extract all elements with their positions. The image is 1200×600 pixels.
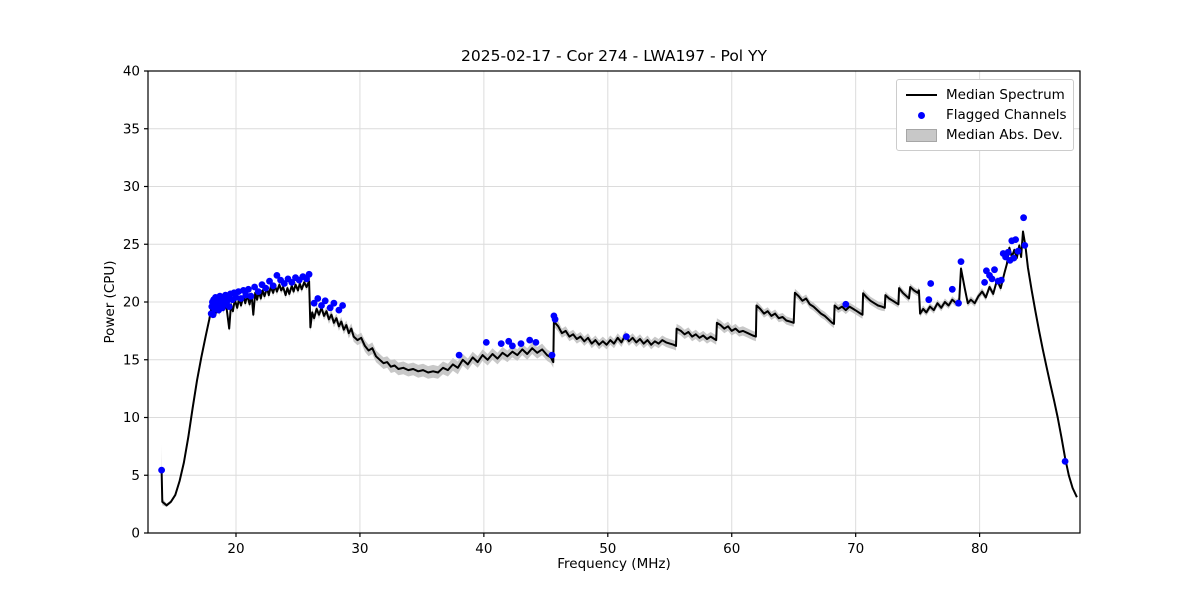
y-tick-label: 40 [123, 64, 140, 80]
flagged-channels-marker-icon [906, 111, 937, 119]
y-tick-label: 15 [123, 352, 140, 368]
y-tick-label: 20 [123, 295, 140, 311]
legend-label-flagged-channels: Flagged Channels [946, 107, 1067, 123]
y-tick-label: 30 [123, 179, 140, 195]
flagged-channel-points [158, 214, 1069, 474]
x-tick-label: 50 [599, 541, 616, 557]
y-ticks: 0 5 10 15 20 25 30 35 40 [123, 64, 148, 542]
y-tick-label: 25 [123, 237, 140, 253]
mad-band [161, 229, 1077, 507]
x-tick-label: 20 [227, 541, 244, 557]
y-axis-label: Power (CPU) [102, 260, 118, 344]
y-tick-label: 35 [123, 121, 140, 137]
legend-item-median-abs-dev: Median Abs. Dev. [906, 126, 1065, 144]
legend-label-median-abs-dev: Median Abs. Dev. [946, 127, 1063, 143]
y-tick-label: 5 [131, 468, 140, 484]
median-spectrum-line-icon [906, 94, 937, 96]
median-spectrum-line [160, 230, 1078, 507]
x-tick-label: 40 [475, 541, 492, 557]
median-abs-dev-patch-icon [906, 128, 937, 142]
legend-item-median-spectrum: Median Spectrum [906, 86, 1065, 104]
x-tick-label: 60 [723, 541, 740, 557]
y-tick-label: 10 [123, 410, 140, 426]
x-tick-label: 80 [971, 541, 988, 557]
grid-lines [148, 70, 1080, 534]
x-tick-label: 30 [351, 541, 368, 557]
legend: Median Spectrum Flagged Channels Median … [896, 79, 1074, 151]
x-tick-label: 70 [847, 541, 864, 557]
legend-label-median-spectrum: Median Spectrum [946, 87, 1065, 103]
y-tick-label: 0 [131, 526, 140, 542]
x-axis-label: Frequency (MHz) [557, 556, 671, 572]
chart-title: 2025-02-17 - Cor 274 - LWA197 - Pol YY [461, 47, 767, 65]
legend-item-flagged-channels: Flagged Channels [906, 106, 1067, 124]
x-ticks: 20 30 40 50 60 70 80 [227, 533, 988, 557]
